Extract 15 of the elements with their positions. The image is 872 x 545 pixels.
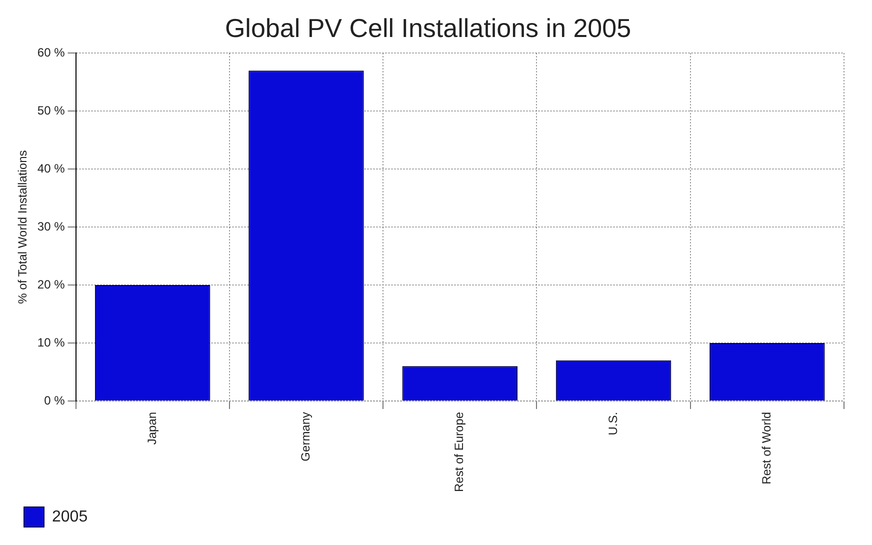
y-tick-label: 30 % (37, 219, 66, 234)
x-tick-label: Germany (298, 412, 313, 462)
y-tick-label: 40 % (37, 161, 66, 176)
y-tick-label: 10 % (37, 335, 66, 350)
y-tick-label: 0 % (44, 393, 66, 408)
y-tick-label: 60 % (37, 46, 66, 60)
x-tick-label: Japan (144, 412, 159, 445)
chart-title: Global PV Cell Installations in 2005 (224, 12, 632, 43)
x-tick-label: Rest of Europe (452, 412, 466, 492)
x-tick-label: U.S. (606, 412, 620, 436)
y-tick-label: 50 % (37, 103, 66, 118)
x-tick-label: Rest of World (759, 412, 774, 484)
y-axis-title: % of Total World Installations (16, 150, 30, 304)
y-tick-label: 20 % (37, 277, 66, 292)
legend-label: 2005 (52, 508, 88, 526)
